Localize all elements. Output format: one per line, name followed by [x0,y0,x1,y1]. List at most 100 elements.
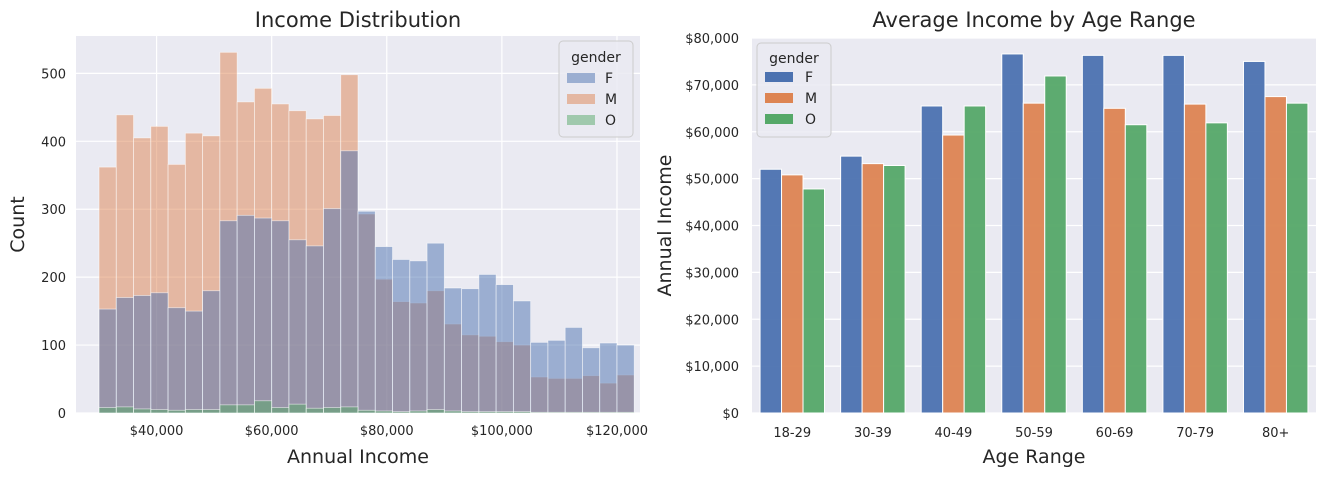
chart2-y-tick-label: $70,000 [685,79,739,94]
histogram-bar-F [254,217,273,414]
histogram-bar-F [150,292,169,414]
histogram-bar-F [616,344,635,414]
chart1-legend-label-M: M [605,92,617,108]
histogram-bar-F [305,245,324,414]
histogram-bar-F [167,307,186,414]
histogram-bar-F [202,290,221,414]
histogram-bar-O [271,407,290,414]
chart1-x-tick-label: $40,000 [130,424,184,439]
histogram-bar-O [357,409,376,414]
chart2-legend-title: gender [769,51,819,67]
chart1-x-tick-label: $100,000 [471,424,533,439]
chart2-x-axis-label: Age Range [982,446,1085,468]
histogram-bar-O [202,409,221,414]
chart2-legend-label-M: M [805,91,817,107]
histogram-bar-O [547,411,566,414]
bar-50-59-M [1022,102,1046,414]
histogram-bar-O [512,411,532,414]
histogram-bar-F [582,347,601,414]
histogram-bar-O [616,411,635,414]
histogram-bar-O [323,407,342,414]
chart2-x-tick-label: 18-29 [773,426,811,441]
histogram-bar-F [115,297,134,414]
histogram-bar-F [409,260,428,414]
chart2-x-tick-label: 30-39 [854,426,892,441]
chart1-x-tick-label: $80,000 [360,424,414,439]
chart1-legend-box [558,40,634,138]
bar-80+-O [1285,102,1309,414]
chart1-y-tick-label: 500 [41,67,66,82]
chart2-x-tick-label: 80+ [1262,426,1289,441]
histogram-bar-F [495,284,514,414]
chart2-bars [759,53,1309,414]
chart2-y-axis-label: Annual Income [654,155,676,297]
histogram-bar-F [288,239,307,414]
histogram-bar-O [582,411,601,414]
histogram-bar-F [323,208,342,414]
chart2-y-tick-label: $40,000 [685,220,739,235]
histogram-bar-F [271,220,290,414]
histogram-bar-O [392,411,411,414]
histogram-bar-O [426,409,445,414]
chart1-y-tick-label: 300 [41,203,66,218]
chart2-y-tick-label: $50,000 [685,173,739,188]
chart2-title: Average Income by Age Range [872,8,1195,32]
histogram-bar-F [564,327,583,414]
bar-30-39-O [883,165,906,414]
histogram-bar-F [98,308,117,414]
bar-40-49-O [963,105,987,414]
chart1-legend-swatch-F [567,73,595,83]
histogram-bar-O [219,404,238,414]
chart1-y-axis-label: Count [7,196,29,252]
bar-70-79-O [1205,122,1228,414]
chart1-legend-title: gender [571,50,621,66]
bar-70-79-M [1183,103,1207,414]
histogram-bar-O [133,408,152,414]
histogram-bar-F [599,342,618,414]
chart1-y-tick-label: 100 [41,339,66,354]
bar-40-49-F [920,105,944,414]
histogram-bar-O [374,410,393,414]
chart1-y-tick-label: 0 [58,407,66,422]
histogram-bar-F [478,274,497,414]
bar-80+-M [1264,96,1287,414]
chart2-legend-box [756,42,832,138]
bar-18-29-M [781,174,804,414]
chart2-x-ticks: 18-29 30-39 40-49 50-59 60-69 70-79 80+ [773,426,1289,441]
chart2-y-tick-label: $20,000 [685,313,739,328]
chart2-x-tick-label: 60-69 [1096,426,1134,441]
bar-18-29-F [759,168,783,414]
chart2-y-tick-label: $10,000 [685,360,739,375]
histogram-bar-O [184,409,204,414]
bar-50-59-O [1044,75,1067,414]
chart1-x-tick-label: $120,000 [586,424,648,439]
histogram-bar-F [184,310,204,414]
chart1-bars [98,51,635,414]
chart1-legend-label-F: F [605,71,613,87]
bar-50-59-F [1001,53,1024,414]
chart1-legend-swatch-O [567,115,595,125]
bar-60-69-M [1103,107,1126,414]
chart2-legend-swatch-F [765,72,793,82]
histogram-bar-O [236,404,255,414]
histogram-bar-O [478,411,497,414]
bar-60-69-O [1124,124,1148,414]
bar-18-29-O [802,188,826,414]
chart2-legend-swatch-O [765,114,793,124]
chart1-legend-label-O: O [605,113,616,129]
bar-30-39-M [861,163,885,414]
histogram-bar-O [254,400,273,414]
histogram-bar-O [409,410,428,414]
histogram-bar-F [530,341,549,414]
bar-30-39-F [840,155,863,414]
histogram-bar-O [115,406,134,414]
histogram-bar-F [392,259,411,414]
chart2-x-tick-label: 40-49 [935,426,973,441]
histogram-bar-O [599,411,618,414]
chart1-title: Income Distribution [255,8,461,32]
histogram-bar-F [133,295,152,414]
histogram-bar-O [288,403,307,414]
chart2-y-tick-label: $60,000 [685,126,739,141]
chart2-x-tick-label: 70-79 [1176,426,1214,441]
